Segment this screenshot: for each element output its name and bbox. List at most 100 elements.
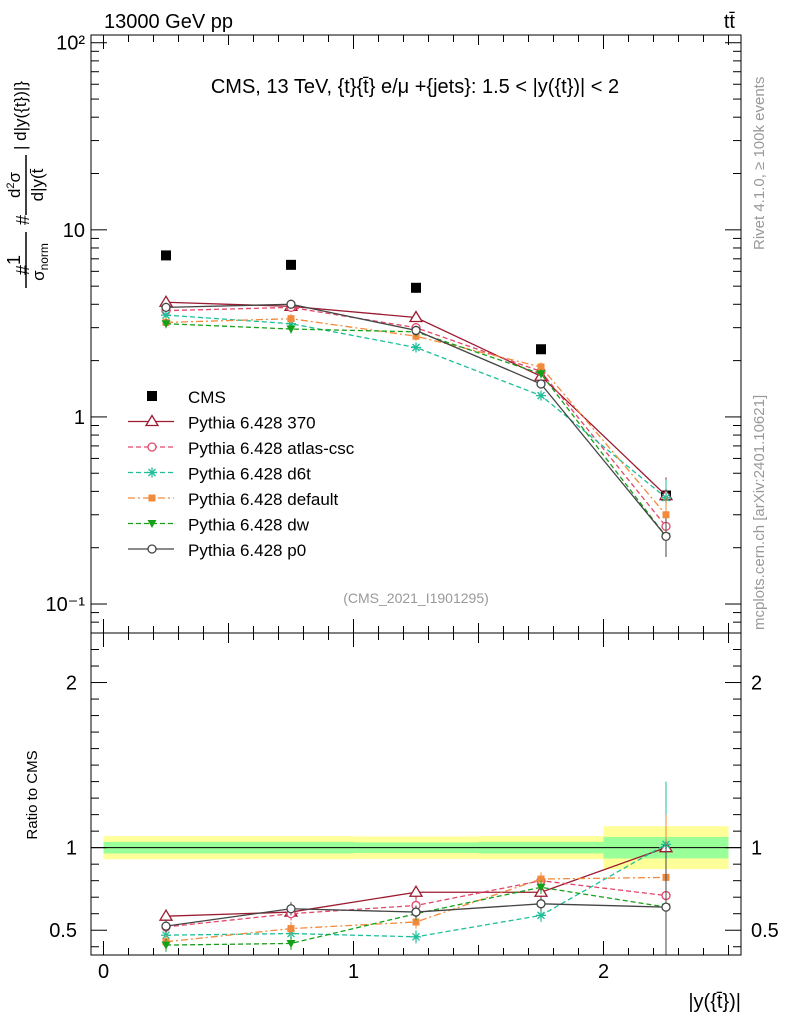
ratio-point-p0 [411,907,421,917]
y-tick-label: 1 [74,407,85,429]
header-left: 13000 GeV pp [104,11,233,33]
legend-entry-atlas: Pythia 6.428 atlas-csc [128,439,355,458]
legend-entry-p0: Pythia 6.428 p0 [128,541,306,560]
series-p0 [161,299,671,558]
data-point-dw [161,320,171,329]
ratio-point-d6t-d2 [412,932,420,941]
main-title: CMS, 13 TeV, {t}{t̄} e/μ +{jets}: 1.5 < … [211,76,619,98]
data-point-d6t [411,342,421,353]
data-point-p0 [536,379,546,389]
legend-entry-dw: Pythia 6.428 dw [128,516,310,535]
header-right: tt̄ [724,11,736,33]
data-point-d6t-d2 [412,343,420,352]
data-point-p370 [408,310,424,323]
legend-marker-dw [147,520,157,528]
data-point-dw [286,325,296,334]
ratio-point-dw [536,883,546,892]
data-point-d6t [536,390,546,401]
data-point-CMS [286,259,296,270]
ratio-point-default [537,875,545,883]
x-tick-label: 2 [598,961,609,983]
legend-entry-CMS: CMS [147,388,226,407]
legend-marker-p0 [147,544,157,554]
legend-marker-d6t [147,467,157,478]
x-tick-label: 0 [98,961,109,983]
ratio-point-p0 [536,899,546,909]
main-axis-ticks: 10⁻¹ 1 10 10² [46,33,741,634]
ratio-point-p0 [661,902,671,912]
ratio-panel: 0.5 0.5 1 1 2 2 0 1 2 Ratio to CMS |y({t̄})| [24,632,779,1013]
legend-label: Pythia 6.428 p0 [188,541,306,560]
mcplots-label: mcplots.cern.ch [arXiv:2401.10621] [751,395,768,630]
ratio-point-dw [161,941,171,950]
main-ylabel: # 1 σnorm # d2σ d|y(t̄ | d|y({t})|} [4,81,51,288]
series-d6t [161,310,671,519]
analysis-watermark: (CMS_2021_I1901295) [343,590,489,606]
legend-label: Pythia 6.428 d6t [188,465,311,484]
data-point-default [662,511,670,519]
ylabel-hash2: # [13,215,33,225]
ratio-y-tick-label: 2 [66,673,77,695]
legend-marker-d6t-d2 [148,468,156,477]
data-point-p0 [161,302,171,313]
ratio-series-default [162,814,670,949]
legend-label: Pythia 6.428 atlas-csc [188,439,355,458]
ratio-point-default [412,918,420,926]
x-tick-label: 1 [348,961,359,983]
ratio-point-p0 [286,904,296,914]
data-point-d6t-d2 [162,311,170,320]
data-point-CMS [536,344,546,355]
data-point-dw [536,370,546,379]
ylabel-one: 1 [4,255,24,265]
ylabel-sigma-norm: σnorm [29,243,51,281]
ratio-y-tick-label: 0.5 [49,920,77,942]
ratio-point-dw [286,939,296,948]
data-point-default [537,363,545,371]
ratio-line-dw [165,886,667,946]
rivet-label: Rivet 4.1.0, ≥ 100k events [751,77,768,250]
ratio-ylabel: Ratio to CMS [24,750,41,839]
ylabel-hash1: # [13,265,33,275]
data-point-d6t-d2 [537,391,545,400]
legend-marker-p370 [144,414,160,427]
ratio-y-tick-label: 1 [66,838,77,860]
legend: CMS Pythia 6.428 370 Pythia 6.428 atlas-cs… [128,388,355,560]
ratio-y-tick-label-right: 1 [751,838,762,860]
legend-label: Pythia 6.428 dw [188,516,310,535]
ratio-series-p0 [161,844,671,955]
ratio-point-p370 [158,908,174,921]
legend-label: Pythia 6.428 default [188,490,339,509]
y-tick-label: 10⁻¹ [46,594,86,616]
ratio-y-tick-label-right: 2 [751,673,762,695]
x-axis-label: |y({t̄})| [688,991,741,1013]
ratio-point-p0 [161,921,171,931]
legend-marker-default [148,494,156,502]
ratio-point-p370 [408,884,424,897]
ratio-point-d6t-d2 [537,911,545,920]
ratio-axis-ticks: 0.5 0.5 1 1 2 2 0 1 2 [49,633,779,983]
y-tick-label: 10 [63,220,85,242]
legend-marker-atlas [147,442,157,452]
data-point-p0 [661,531,671,541]
legend-label: CMS [188,388,226,407]
legend-marker-CMS [147,391,157,401]
y-tick-label: 10² [56,33,85,55]
data-point-p0 [286,299,296,309]
ratio-point-d6t [536,910,546,921]
ratio-y-tick-label-right: 0.5 [751,920,779,942]
series-CMS [161,250,671,501]
legend-entry-p370: Pythia 6.428 370 [128,414,316,433]
legend-label: Pythia 6.428 370 [188,414,316,433]
ylabel-d2sigma: d2σ [5,171,24,198]
data-point-default [287,315,295,323]
ylabel-tail: | d|y({t})|} [11,81,30,150]
ratio-point-d6t [411,931,421,942]
main-panel: 10⁻¹ 1 10 10² CMS, 13 TeV, {t}{t̄} e/μ +{je… [4,33,742,634]
ratio-frame [90,632,742,956]
ylabel-denominator: d|y(t̄ [28,168,47,201]
legend-entry-d6t: Pythia 6.428 d6t [128,465,311,484]
ratio-point-default [287,925,295,933]
data-point-p0 [411,325,421,336]
legend-entry-default: Pythia 6.428 default [128,490,339,509]
